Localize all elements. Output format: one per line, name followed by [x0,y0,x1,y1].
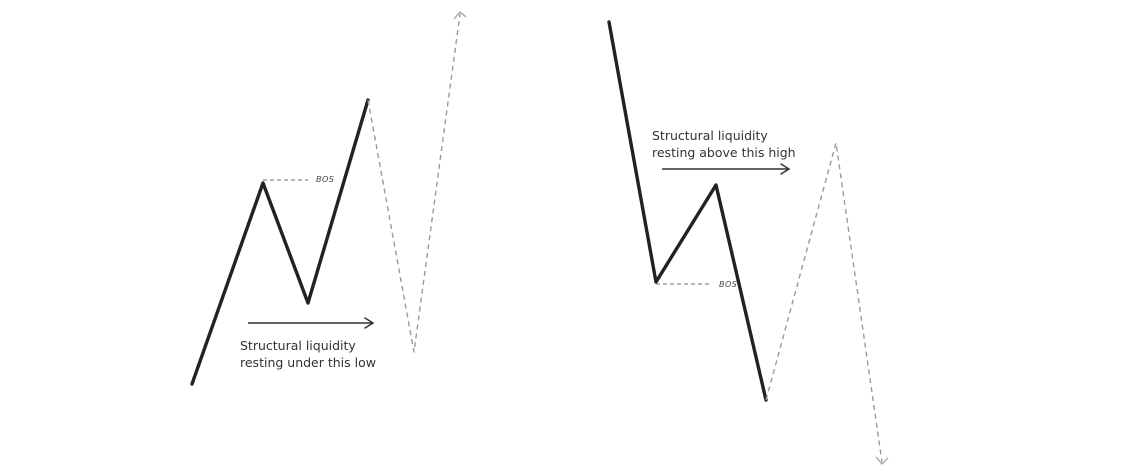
left-note-line1: Structural liquidity [240,338,356,353]
right-panel: BOS Structural liquidity resting above t… [607,20,889,465]
right-bos-label: BOS [719,280,737,289]
right-liquidity-arrowhead [780,163,791,175]
right-price-path [607,20,768,402]
left-price-path [190,98,370,386]
left-panel: BOS Structural liquidity resting under t… [190,11,467,386]
right-projection-arrowhead [875,456,889,465]
left-projected-path [367,13,461,353]
left-liquidity-arrowhead [364,317,375,329]
left-note-line2: resting under this low [240,355,376,370]
left-bos-label: BOS [316,175,334,184]
right-note-line2: resting above this high [652,145,796,160]
left-projection-arrowhead [453,11,467,20]
right-note-line1: Structural liquidity [652,128,768,143]
right-projected-path [765,142,883,463]
